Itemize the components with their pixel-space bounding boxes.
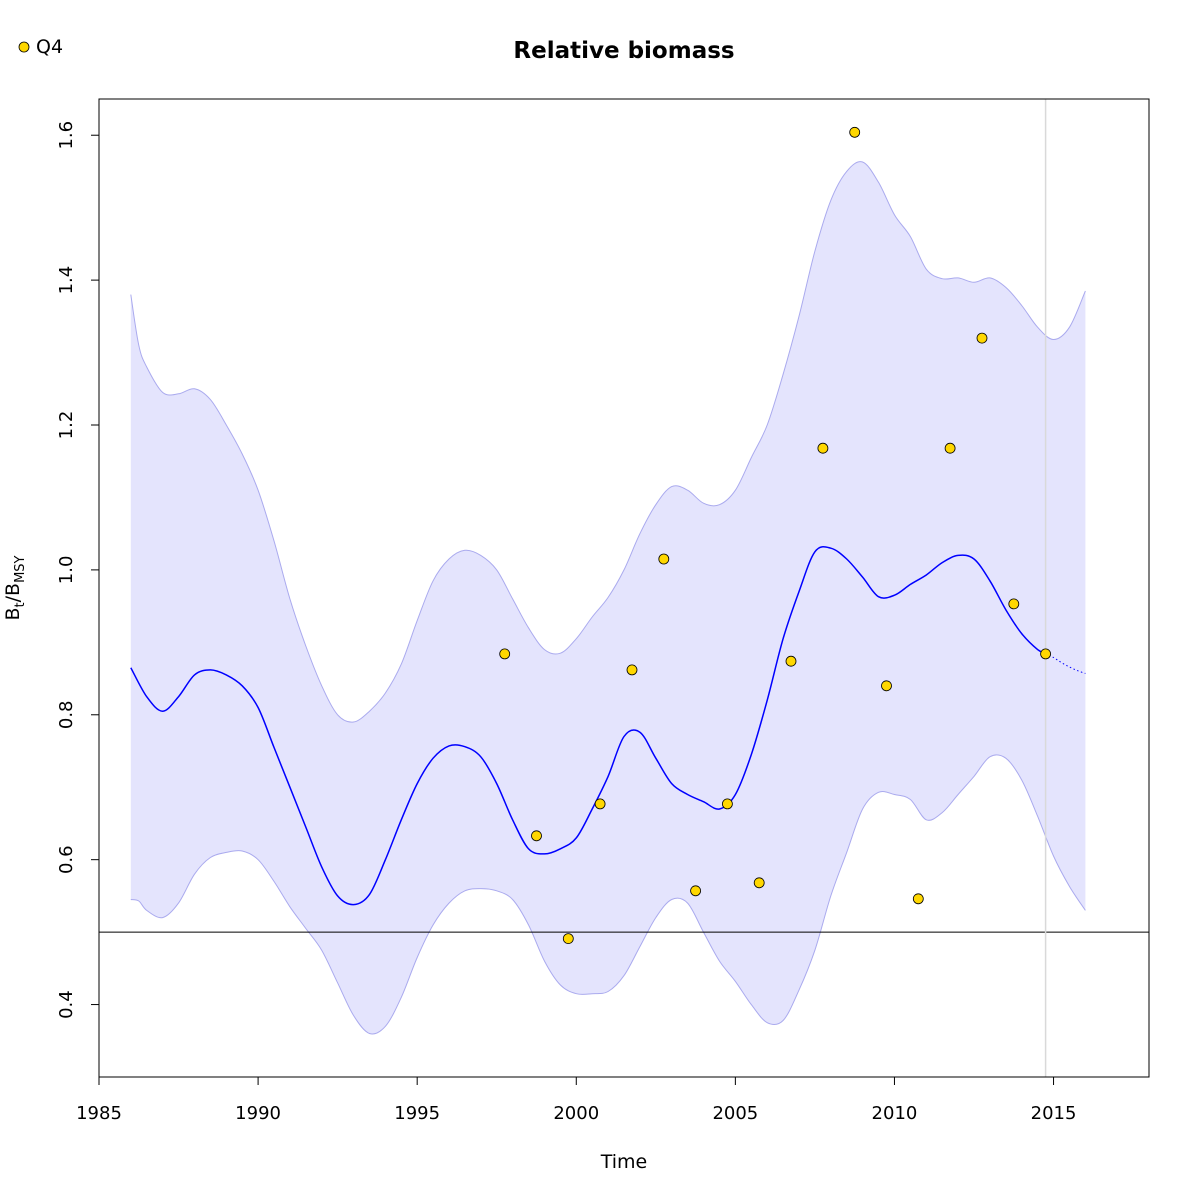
observation-point: [912, 893, 924, 905]
observation-point: [722, 798, 733, 810]
observation-point: [785, 655, 797, 667]
y-axis-title: Bt/BMSY: [2, 555, 28, 620]
axes: 1985 1990 1995 2000 2005 2010 2015 0.4 0.6 0.8 1.0…: [56, 98, 1150, 1124]
y-tick-label: 0.8: [56, 700, 77, 729]
y-tick-label: 1.4: [56, 266, 77, 295]
ci-lower-line: [130, 754, 1086, 1035]
observation-point: [753, 877, 765, 889]
x-axis-title: Time: [600, 1151, 648, 1173]
observation-point: [626, 664, 638, 676]
y-axis-title-slash: /B: [2, 583, 24, 602]
observation-point: [817, 442, 829, 454]
legend-label-q4: Q4: [36, 36, 63, 58]
observation-point: [562, 933, 574, 944]
observation-point: [499, 648, 511, 660]
x-tick-label: 2010: [872, 1103, 918, 1124]
y-tick-label: 1.2: [56, 411, 77, 440]
ci-upper-line: [130, 161, 1086, 723]
observation-point: [658, 553, 670, 565]
observation-point: [849, 126, 861, 138]
y-axis-title-main: B: [2, 607, 24, 620]
x-tick-label: 1990: [235, 1103, 281, 1124]
legend-marker-q4: [18, 41, 30, 53]
x-tick-label: 1995: [394, 1103, 440, 1124]
observation-point: [1040, 648, 1051, 660]
legend: Q4: [18, 36, 63, 58]
biomass-estimate-line: [130, 546, 1046, 906]
plot-area: [99, 99, 1149, 1077]
x-tick-label: 2015: [1031, 1103, 1077, 1124]
observation-point: [594, 798, 606, 810]
observation-point: [531, 830, 542, 842]
chart-title: Relative biomass: [513, 38, 734, 64]
x-tick-label: 1985: [76, 1103, 122, 1124]
biomass-forecast-line: [1045, 652, 1086, 674]
x-tick-label: 2005: [712, 1103, 758, 1124]
observation-point: [944, 442, 956, 454]
y-axis-title-sub1: t: [13, 602, 28, 607]
observation-point: [1008, 598, 1020, 610]
y-axis-title-sub2: MSY: [13, 555, 28, 582]
y-tick-label: 1.6: [56, 121, 77, 150]
observation-point: [690, 885, 701, 897]
x-tick-label: 2000: [553, 1103, 599, 1124]
observation-point: [881, 680, 892, 692]
y-tick-label: 0.4: [56, 990, 77, 1019]
observation-point: [976, 332, 988, 344]
y-tick-label: 0.6: [56, 845, 77, 874]
y-tick-label: 1.0: [56, 556, 77, 585]
